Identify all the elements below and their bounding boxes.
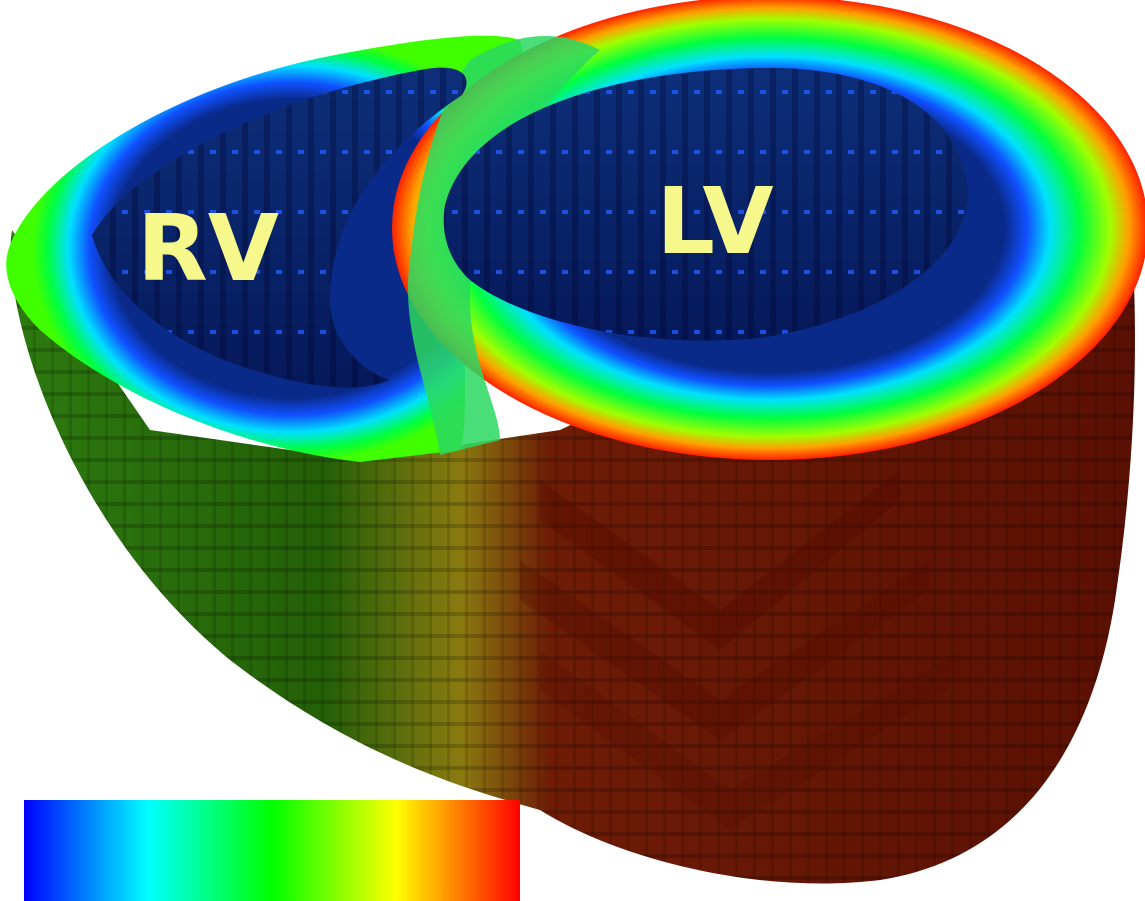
lv-label: LV <box>656 168 773 275</box>
rv-label: RV <box>137 195 279 302</box>
heart-top-section <box>6 0 1145 462</box>
colorbar <box>24 800 520 901</box>
